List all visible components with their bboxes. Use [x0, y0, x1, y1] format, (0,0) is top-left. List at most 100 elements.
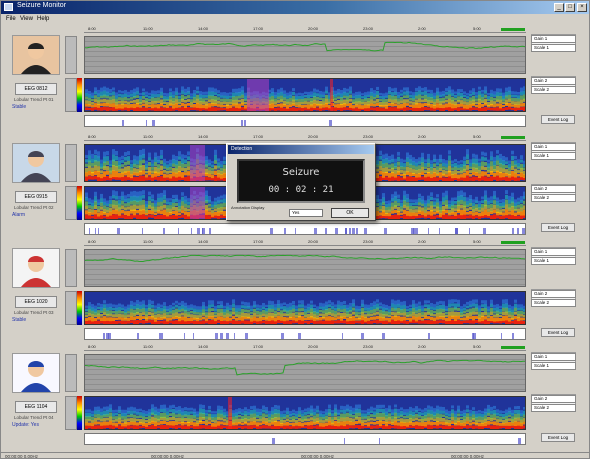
- time-tick: 17:00: [253, 134, 264, 139]
- time-tick: 17:00: [253, 239, 264, 244]
- channel-setting-field[interactable]: Scale 2: [531, 194, 576, 202]
- event-markers[interactable]: [84, 115, 526, 127]
- channel-setting-field[interactable]: Gain 1: [531, 248, 576, 256]
- status-bar: 00:00:00 0.00Hz 00:00:00 0.00Hz 00:00:00…: [1, 452, 589, 459]
- trend-scale[interactable]: [65, 144, 77, 182]
- menu-help[interactable]: Help: [37, 16, 50, 22]
- menu-bar: File View Help: [1, 14, 589, 25]
- time-ruler: 8:00 11:00 14:00 17:00 20:00 23:00 2:00 5:00: [84, 344, 526, 351]
- channel-setting-field[interactable]: Scale 2: [531, 86, 576, 94]
- annotation-label: Annotation Display: [231, 205, 265, 210]
- signal-quality-bar: [501, 241, 525, 244]
- time-tick: 14:00: [198, 26, 209, 31]
- amplitude-trend: [84, 249, 526, 287]
- color-scale-strip: [77, 186, 82, 220]
- annotation-field[interactable]: Yes: [289, 209, 323, 217]
- time-tick: 23:00: [363, 239, 374, 244]
- channel-setting-field[interactable]: Gain 1: [531, 353, 576, 361]
- color-scale-strip: [77, 78, 82, 112]
- channel-setting-field[interactable]: Scale 1: [531, 362, 576, 370]
- time-tick: 2:00: [418, 344, 426, 349]
- event-log-button[interactable]: Event Log: [541, 223, 575, 232]
- time-tick: 11:00: [143, 239, 153, 244]
- patient-photo: [12, 353, 60, 393]
- event-log-button[interactable]: Event Log: [541, 328, 575, 337]
- channel-setting-field[interactable]: Gain 1: [531, 143, 576, 151]
- time-tick: 17:00: [253, 26, 264, 31]
- channel-setting-field[interactable]: Scale 1: [531, 257, 576, 265]
- eeg-view-button[interactable]: EEG 0812: [15, 83, 57, 95]
- time-tick: 20:00: [308, 239, 319, 244]
- status-link[interactable]: Alarm: [12, 212, 26, 218]
- channel-setting-field[interactable]: Gain 2: [531, 395, 576, 403]
- time-tick: 11:00: [143, 134, 153, 139]
- amplitude-trend: [84, 36, 526, 74]
- channel-setting-field[interactable]: Gain 2: [531, 77, 576, 85]
- patient-panel: 8:00 11:00 14:00 17:00 20:00 23:00 2:00 5:00 EEG…: [4, 26, 586, 130]
- time-tick: 8:00: [88, 239, 96, 244]
- status-link[interactable]: Stable: [12, 104, 27, 110]
- spectrogram: [84, 396, 526, 430]
- time-ruler: 8:00 11:00 14:00 17:00 20:00 23:00 2:00 5:00: [84, 239, 526, 246]
- dialog-title: Detection: [228, 145, 374, 154]
- event-log-button[interactable]: Event Log: [541, 115, 575, 124]
- eeg-view-button[interactable]: EEG 1020: [15, 296, 57, 308]
- status-link[interactable]: Update: Yes: [12, 422, 39, 428]
- trend-scale[interactable]: [65, 36, 77, 74]
- channel-setting-field[interactable]: Gain 2: [531, 290, 576, 298]
- event-log-button[interactable]: Event Log: [541, 433, 575, 442]
- time-tick: 14:00: [198, 344, 209, 349]
- time-ruler: 8:00 11:00 14:00 17:00 20:00 23:00 2:00 5:00: [84, 134, 526, 141]
- spectrogram-right: [84, 186, 526, 220]
- spectrogram-scale[interactable]: [65, 291, 77, 325]
- time-tick: 23:00: [363, 344, 374, 349]
- trend-scale[interactable]: [65, 249, 77, 287]
- eeg-view-button[interactable]: EEG 0915: [15, 191, 57, 203]
- channel-setting-field[interactable]: Scale 2: [531, 299, 576, 307]
- patient-photo: [12, 143, 60, 183]
- time-tick: 14:00: [198, 239, 209, 244]
- maximize-button[interactable]: □: [565, 3, 575, 12]
- spectrogram-scale[interactable]: [65, 78, 77, 112]
- status-cell: 00:00:00 0.00Hz: [5, 454, 39, 459]
- alert-time-text: 00 : 02 : 21: [268, 185, 334, 195]
- eeg-view-button[interactable]: EEG 1104: [15, 401, 57, 413]
- channel-setting-field[interactable]: Scale 1: [531, 152, 576, 160]
- time-tick: 11:00: [143, 26, 153, 31]
- time-tick: 8:00: [88, 26, 96, 31]
- signal-quality-bar: [501, 28, 525, 31]
- seizure-alert-dialog: Detection Seizure 00 : 02 : 21 Annotatio…: [226, 143, 376, 221]
- channel-setting-field[interactable]: Gain 1: [531, 35, 576, 43]
- status-cell: 00:00:00 0.00Hz: [301, 454, 335, 459]
- color-scale-strip: [77, 396, 82, 430]
- trend-caption: Lobular Trend Pt 03: [14, 310, 54, 315]
- time-tick: 8:00: [88, 344, 96, 349]
- menu-view[interactable]: View: [20, 16, 33, 22]
- menu-file[interactable]: File: [6, 16, 16, 22]
- signal-quality-bar: [501, 346, 525, 349]
- spectrogram-scale[interactable]: [65, 396, 77, 430]
- ok-button[interactable]: OK: [331, 208, 369, 218]
- patient-photo: [12, 248, 60, 288]
- event-markers[interactable]: [84, 223, 526, 235]
- signal-quality-bar: [501, 136, 525, 139]
- status-cell: 00:00:00 0.00Hz: [151, 454, 185, 459]
- time-tick: 23:00: [363, 134, 374, 139]
- trend-scale[interactable]: [65, 354, 77, 392]
- channel-setting-field[interactable]: Scale 2: [531, 404, 576, 412]
- status-link[interactable]: Stable: [12, 317, 27, 323]
- event-markers[interactable]: [84, 328, 526, 340]
- channel-setting-field[interactable]: Scale 1: [531, 44, 576, 52]
- time-tick: 20:00: [308, 26, 319, 31]
- time-tick: 20:00: [308, 134, 319, 139]
- event-markers[interactable]: [84, 433, 526, 445]
- title-bar[interactable]: Seizure Monitor _ □ ×: [1, 1, 589, 14]
- spectrogram-scale[interactable]: [65, 186, 77, 220]
- time-tick: 17:00: [253, 344, 264, 349]
- app-icon: [4, 3, 13, 11]
- close-button[interactable]: ×: [577, 3, 587, 12]
- spectrogram: [84, 291, 526, 325]
- minimize-button[interactable]: _: [554, 3, 564, 12]
- channel-setting-field[interactable]: Gain 2: [531, 185, 576, 193]
- trend-caption: Lobular Trend Pt 04: [14, 415, 54, 420]
